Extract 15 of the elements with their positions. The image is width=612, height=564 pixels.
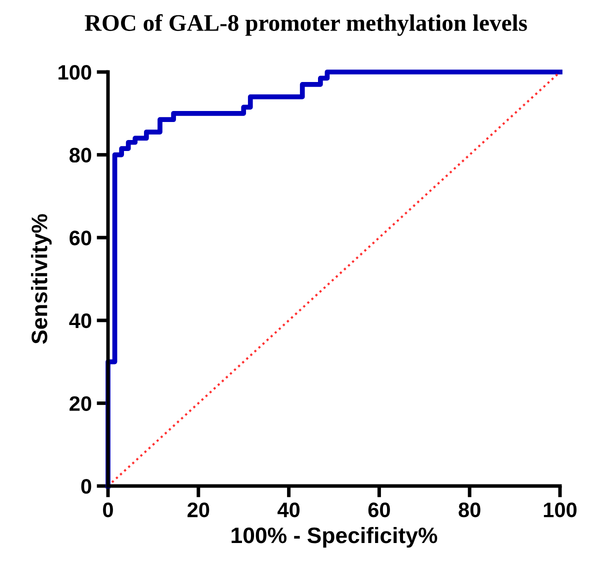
x-axis-title: 100% - Specificity% <box>232 526 438 548</box>
y-tick-label: 0 <box>81 479 92 494</box>
x-tick-label: 60 <box>368 502 390 518</box>
x-tick-label: 80 <box>458 502 480 518</box>
x-tick-label: 0 <box>103 502 113 518</box>
y-tick-label: 20 <box>70 396 92 411</box>
x-tick-label: 20 <box>188 502 210 518</box>
y-tick-label: 40 <box>69 313 92 328</box>
y-tick-label: 100 <box>58 65 92 80</box>
y-tick-label: 60 <box>70 230 92 246</box>
chart-title: ROC of GAL-8 promoter methylation levels <box>84 14 527 36</box>
y-axis-title: Sensitivity% <box>31 214 52 344</box>
y-tick-label: 80 <box>70 148 92 163</box>
x-tick-label: 100 <box>544 502 577 518</box>
x-tick-label: 40 <box>278 502 300 518</box>
